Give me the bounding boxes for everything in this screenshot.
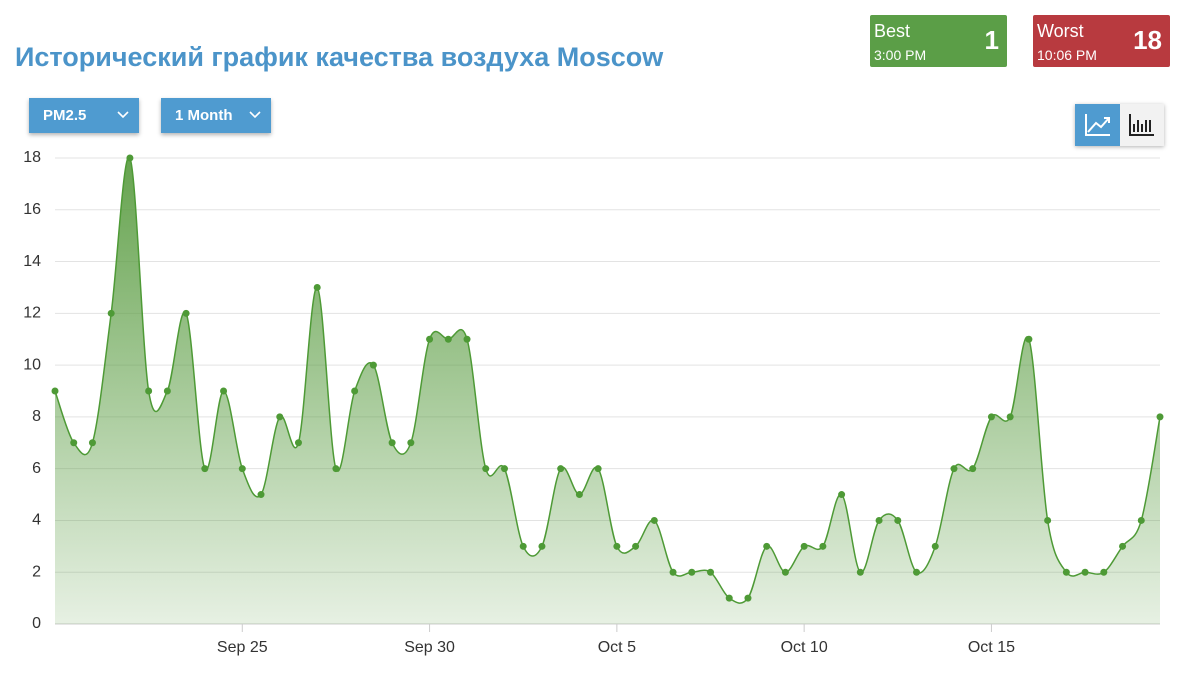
chevron <box>117 111 129 119</box>
point <box>856 568 864 576</box>
point <box>294 439 302 447</box>
point <box>894 516 902 524</box>
worst-label: Worst <box>1037 21 1084 41</box>
point <box>594 465 602 473</box>
point <box>1025 335 1033 343</box>
point <box>819 542 827 550</box>
point <box>88 439 96 447</box>
chevron <box>249 111 261 119</box>
point <box>575 491 583 499</box>
bar-icon <box>1129 114 1154 136</box>
point <box>800 542 808 550</box>
point <box>351 387 359 395</box>
best-label: Best <box>874 21 911 41</box>
point <box>557 465 565 473</box>
point <box>163 387 171 395</box>
toggle-icons <box>1075 104 1164 146</box>
point <box>875 516 883 524</box>
point <box>500 465 508 473</box>
y-tick-label: 6 <box>32 460 41 477</box>
worst-value: 18 <box>1133 25 1162 55</box>
point <box>931 542 939 550</box>
point <box>313 283 321 291</box>
point <box>1081 568 1089 576</box>
point <box>276 413 284 421</box>
worst-badge: Worst 10:06 PM 18 <box>1033 15 1170 67</box>
best-time: 3:00 PM <box>874 47 927 63</box>
point <box>51 387 59 395</box>
point <box>1137 516 1145 524</box>
point <box>70 439 78 447</box>
point <box>838 491 846 499</box>
point <box>1100 568 1108 576</box>
point <box>444 335 452 343</box>
worst-time: 10:06 PM <box>1037 47 1097 63</box>
point <box>632 542 640 550</box>
y-tick-label: 16 <box>23 201 41 218</box>
point <box>538 542 546 550</box>
point <box>182 309 190 317</box>
point <box>519 542 527 550</box>
y-tick-label: 18 <box>23 149 41 166</box>
x-tick-label: Oct 5 <box>598 639 636 656</box>
x-tick-label: Oct 15 <box>968 639 1015 656</box>
point <box>613 542 621 550</box>
line <box>54 156 1161 604</box>
best-value: 1 <box>984 25 999 55</box>
y-tick-label: 14 <box>23 253 41 270</box>
y-tick-label: 12 <box>23 305 41 322</box>
line-icon <box>1085 114 1110 136</box>
y-tick-label: 8 <box>32 408 41 425</box>
point <box>1156 413 1164 421</box>
x-tick-label: Oct 10 <box>781 639 828 656</box>
y-tick-label: 2 <box>32 563 41 580</box>
point <box>482 465 490 473</box>
best-badge: Best 3:00 PM 1 <box>870 15 1007 67</box>
range-dropdown[interactable]: 1 Month <box>161 98 271 133</box>
point <box>707 568 715 576</box>
point <box>426 335 434 343</box>
chart-type-toggle <box>1075 104 1164 146</box>
point <box>1062 568 1070 576</box>
point <box>688 568 696 576</box>
point <box>913 568 921 576</box>
point <box>950 465 958 473</box>
page-title: Исторический график качества воздуха Mos… <box>15 42 664 72</box>
point <box>650 516 658 524</box>
point <box>145 387 153 395</box>
point <box>332 465 340 473</box>
point <box>220 387 228 395</box>
pollutant-label: PM2.5 <box>43 107 87 124</box>
point <box>1044 516 1052 524</box>
point <box>201 465 209 473</box>
point <box>725 594 733 602</box>
x-tick-label: Sep 30 <box>404 639 455 656</box>
point <box>388 439 396 447</box>
point <box>669 568 677 576</box>
range-label: 1 Month <box>175 107 233 124</box>
area-fill <box>55 157 1160 625</box>
point <box>744 594 752 602</box>
point <box>407 439 415 447</box>
point <box>1119 542 1127 550</box>
point <box>238 465 246 473</box>
x-tick-label: Sep 25 <box>217 639 268 656</box>
y-tick-label: 4 <box>32 512 41 529</box>
pollutant-dropdown[interactable]: PM2.5 <box>29 98 139 133</box>
point <box>987 413 995 421</box>
point <box>126 154 134 162</box>
y-tick-label: 0 <box>32 615 41 632</box>
point <box>107 309 115 317</box>
point <box>257 491 265 499</box>
point <box>763 542 771 550</box>
point <box>369 361 377 369</box>
point <box>969 465 977 473</box>
y-tick-label: 10 <box>23 356 41 373</box>
point <box>1006 413 1014 421</box>
point <box>781 568 789 576</box>
point <box>463 335 471 343</box>
